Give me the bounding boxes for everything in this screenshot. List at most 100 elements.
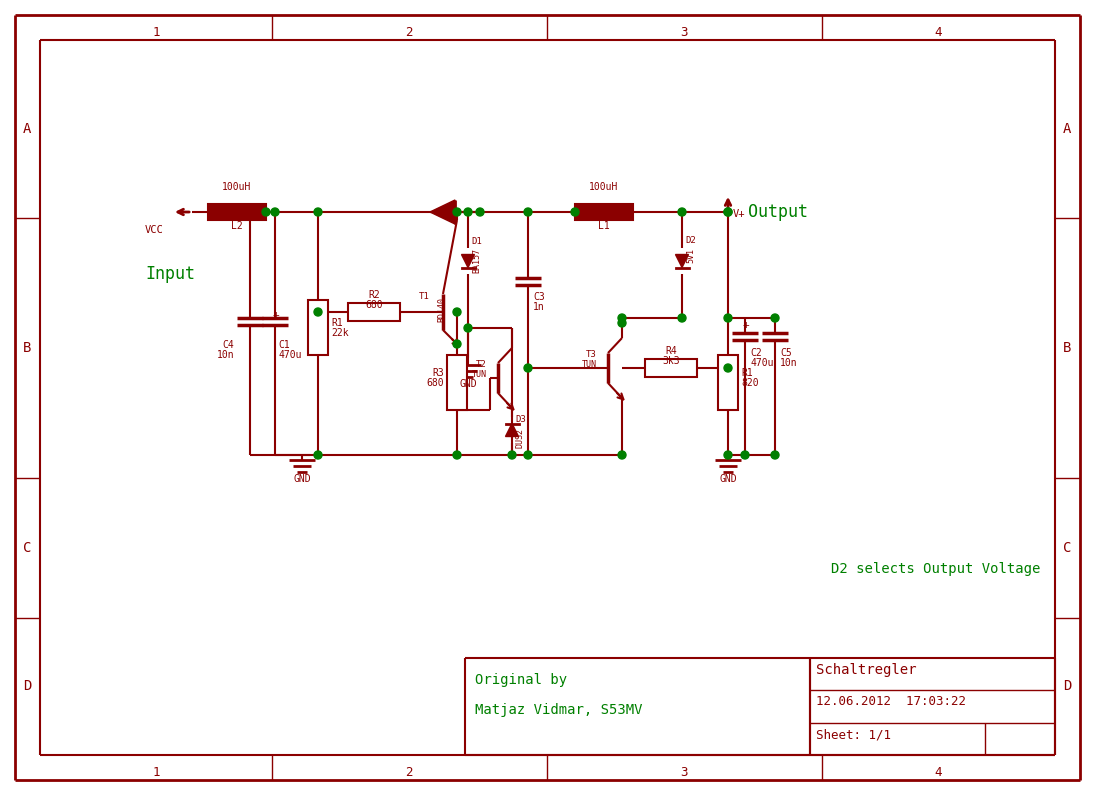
Text: GND: GND [719,474,737,484]
Text: 820: 820 [741,378,759,388]
Text: C5: C5 [780,348,792,358]
Circle shape [525,451,532,459]
Circle shape [678,208,685,216]
Bar [718,355,738,410]
Text: 100uH: 100uH [222,182,252,192]
Text: Input: Input [145,265,195,283]
Text: 4: 4 [934,25,942,38]
Circle shape [453,451,461,459]
Polygon shape [676,254,689,267]
Circle shape [618,451,626,459]
Circle shape [724,314,731,322]
Text: TUN: TUN [472,370,487,379]
Text: D: D [23,679,31,693]
Circle shape [453,308,461,316]
Text: D2 selects Output Voltage: D2 selects Output Voltage [831,562,1040,576]
Text: 4: 4 [934,766,942,780]
Text: D2: D2 [685,236,695,245]
Circle shape [570,208,579,216]
Circle shape [771,314,779,322]
Circle shape [508,451,516,459]
Circle shape [314,308,322,316]
Bar [308,300,328,355]
Text: VCC: VCC [145,225,164,235]
Text: 680: 680 [426,378,443,388]
Text: C1: C1 [278,340,290,350]
Text: Original by: Original by [475,673,567,687]
Circle shape [262,208,270,216]
Text: 1: 1 [152,766,160,780]
Text: L2: L2 [231,221,243,231]
Text: B: B [23,341,31,355]
Text: 2: 2 [405,25,413,38]
Text: 5V1: 5V1 [685,248,695,263]
Text: Output: Output [748,203,808,221]
Circle shape [464,324,472,332]
Text: GND: GND [293,474,311,484]
Circle shape [771,451,779,459]
Circle shape [476,208,484,216]
Bar [575,204,633,220]
Text: D1: D1 [471,237,482,246]
Text: D: D [1063,679,1071,693]
Text: GND: GND [459,379,476,389]
Text: TUN: TUN [583,360,597,369]
Text: A: A [1063,122,1071,136]
Bar [645,359,698,377]
Circle shape [724,364,731,372]
Circle shape [678,314,685,322]
Text: 3k3: 3k3 [662,356,680,366]
Polygon shape [430,200,456,224]
Text: Sheet: 1/1: Sheet: 1/1 [816,728,891,741]
Bar [447,355,466,410]
Text: 10n: 10n [217,350,234,360]
Text: L1: L1 [598,221,610,231]
Circle shape [453,340,461,348]
Text: 1n: 1n [533,302,544,312]
Text: +: + [744,320,750,330]
Text: 470u: 470u [750,358,773,368]
Text: Matjaz Vidmar, S53MV: Matjaz Vidmar, S53MV [475,703,643,717]
Text: T3: T3 [586,350,597,359]
Circle shape [724,208,731,216]
Text: BA157: BA157 [472,248,481,273]
Circle shape [618,319,626,327]
Circle shape [453,208,461,216]
Text: R2: R2 [368,290,380,300]
Circle shape [525,208,532,216]
Text: C3: C3 [533,292,544,302]
Text: R1: R1 [331,318,343,328]
Text: R3: R3 [433,368,443,378]
Text: +: + [273,310,279,320]
Circle shape [618,314,626,322]
Circle shape [270,208,279,216]
Text: 680: 680 [366,300,383,310]
Text: R1: R1 [741,368,752,378]
Text: 1: 1 [152,25,160,38]
Bar [208,204,266,220]
Text: 470u: 470u [278,350,301,360]
Text: BD140: BD140 [437,297,446,322]
Circle shape [464,208,472,216]
Text: Schaltregler: Schaltregler [816,663,917,677]
Text: C2: C2 [750,348,762,358]
Bar [348,303,400,321]
Text: 3: 3 [680,25,688,38]
Text: 100uH: 100uH [589,182,619,192]
Polygon shape [506,424,519,436]
Text: T2: T2 [476,360,487,369]
Text: C4: C4 [222,340,234,350]
Text: C: C [1063,541,1071,555]
Text: 22k: 22k [331,328,348,338]
Text: B: B [1063,341,1071,355]
Text: 3: 3 [680,766,688,780]
Text: V+: V+ [733,209,746,219]
Text: T1: T1 [419,292,430,301]
Text: 10n: 10n [780,358,797,368]
Circle shape [525,364,532,372]
Text: C: C [23,541,31,555]
Text: A: A [23,122,31,136]
Text: 12.06.2012  17:03:22: 12.06.2012 17:03:22 [816,695,966,708]
Circle shape [724,208,731,216]
Circle shape [314,208,322,216]
